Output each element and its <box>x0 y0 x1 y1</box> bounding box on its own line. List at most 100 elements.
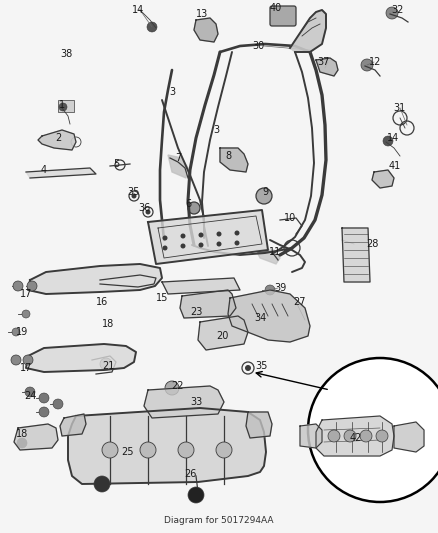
FancyBboxPatch shape <box>270 6 296 26</box>
Polygon shape <box>168 155 188 178</box>
Text: 10: 10 <box>284 213 296 223</box>
Text: 3: 3 <box>169 87 175 97</box>
Text: 11: 11 <box>269 247 281 257</box>
Circle shape <box>376 430 388 442</box>
Circle shape <box>53 399 63 409</box>
Text: 5: 5 <box>113 159 119 169</box>
Circle shape <box>145 209 151 214</box>
Polygon shape <box>180 290 236 318</box>
Polygon shape <box>198 316 248 350</box>
Circle shape <box>94 476 110 492</box>
Circle shape <box>245 365 251 371</box>
Circle shape <box>162 236 167 240</box>
Polygon shape <box>144 386 224 418</box>
Text: 31: 31 <box>393 103 405 113</box>
Text: 22: 22 <box>172 381 184 391</box>
Circle shape <box>234 230 240 236</box>
Circle shape <box>360 430 372 442</box>
Text: 1: 1 <box>59 100 65 110</box>
Text: 30: 30 <box>252 41 264 51</box>
Text: 23: 23 <box>190 307 202 317</box>
Text: 37: 37 <box>317 57 329 67</box>
Text: 18: 18 <box>16 429 28 439</box>
Circle shape <box>188 487 204 503</box>
Circle shape <box>100 358 112 370</box>
Circle shape <box>17 438 27 448</box>
Circle shape <box>178 442 194 458</box>
Text: Diagram for 5017294AA: Diagram for 5017294AA <box>164 516 274 525</box>
Circle shape <box>162 246 167 251</box>
Text: 39: 39 <box>274 283 286 293</box>
Polygon shape <box>372 170 394 188</box>
Circle shape <box>216 442 232 458</box>
Text: 24: 24 <box>24 391 36 401</box>
Text: 9: 9 <box>262 187 268 197</box>
Polygon shape <box>220 148 248 172</box>
Text: 15: 15 <box>156 293 168 303</box>
Circle shape <box>27 281 37 291</box>
Text: 40: 40 <box>270 3 282 13</box>
Circle shape <box>188 202 200 214</box>
Text: 18: 18 <box>102 319 114 329</box>
Polygon shape <box>246 412 272 438</box>
Polygon shape <box>256 250 280 264</box>
Text: 2: 2 <box>55 133 61 143</box>
Circle shape <box>328 430 340 442</box>
Circle shape <box>180 233 186 238</box>
Circle shape <box>216 241 222 246</box>
Circle shape <box>265 285 275 295</box>
Text: 38: 38 <box>60 49 72 59</box>
Text: 33: 33 <box>190 397 202 407</box>
Text: 32: 32 <box>391 5 403 15</box>
Circle shape <box>131 193 137 198</box>
Text: 14: 14 <box>132 5 144 15</box>
Circle shape <box>23 355 33 365</box>
Circle shape <box>147 22 157 32</box>
Polygon shape <box>14 424 58 450</box>
Text: 26: 26 <box>184 469 196 479</box>
Polygon shape <box>342 228 370 282</box>
Polygon shape <box>162 278 240 294</box>
Text: 16: 16 <box>96 297 108 307</box>
Text: 36: 36 <box>138 203 150 213</box>
Text: 20: 20 <box>216 331 228 341</box>
Circle shape <box>386 7 398 19</box>
Text: 27: 27 <box>294 297 306 307</box>
Text: 17: 17 <box>20 289 32 299</box>
Circle shape <box>198 232 204 238</box>
Circle shape <box>39 407 49 417</box>
Text: 6: 6 <box>185 199 191 209</box>
Circle shape <box>234 240 240 246</box>
Polygon shape <box>316 58 338 76</box>
Circle shape <box>344 430 356 442</box>
Text: 8: 8 <box>225 151 231 161</box>
Circle shape <box>308 358 438 502</box>
Circle shape <box>25 387 35 397</box>
Polygon shape <box>316 416 394 456</box>
Circle shape <box>180 244 186 248</box>
Text: 7: 7 <box>175 153 181 163</box>
Circle shape <box>165 381 179 395</box>
Polygon shape <box>28 264 162 294</box>
Text: 19: 19 <box>16 327 28 337</box>
Polygon shape <box>394 422 424 452</box>
Text: 35: 35 <box>256 361 268 371</box>
Text: 14: 14 <box>387 133 399 143</box>
Text: 34: 34 <box>254 313 266 323</box>
Text: 21: 21 <box>102 361 114 371</box>
Circle shape <box>59 103 67 111</box>
Text: 25: 25 <box>122 447 134 457</box>
Circle shape <box>140 442 156 458</box>
Polygon shape <box>300 424 322 448</box>
Circle shape <box>256 188 272 204</box>
Text: 3: 3 <box>213 125 219 135</box>
Text: 41: 41 <box>389 161 401 171</box>
Circle shape <box>216 231 222 237</box>
Text: 28: 28 <box>366 239 378 249</box>
Polygon shape <box>194 18 218 42</box>
Polygon shape <box>38 130 76 150</box>
Bar <box>58 100 74 112</box>
Polygon shape <box>290 10 326 52</box>
Circle shape <box>102 442 118 458</box>
Text: 13: 13 <box>196 9 208 19</box>
